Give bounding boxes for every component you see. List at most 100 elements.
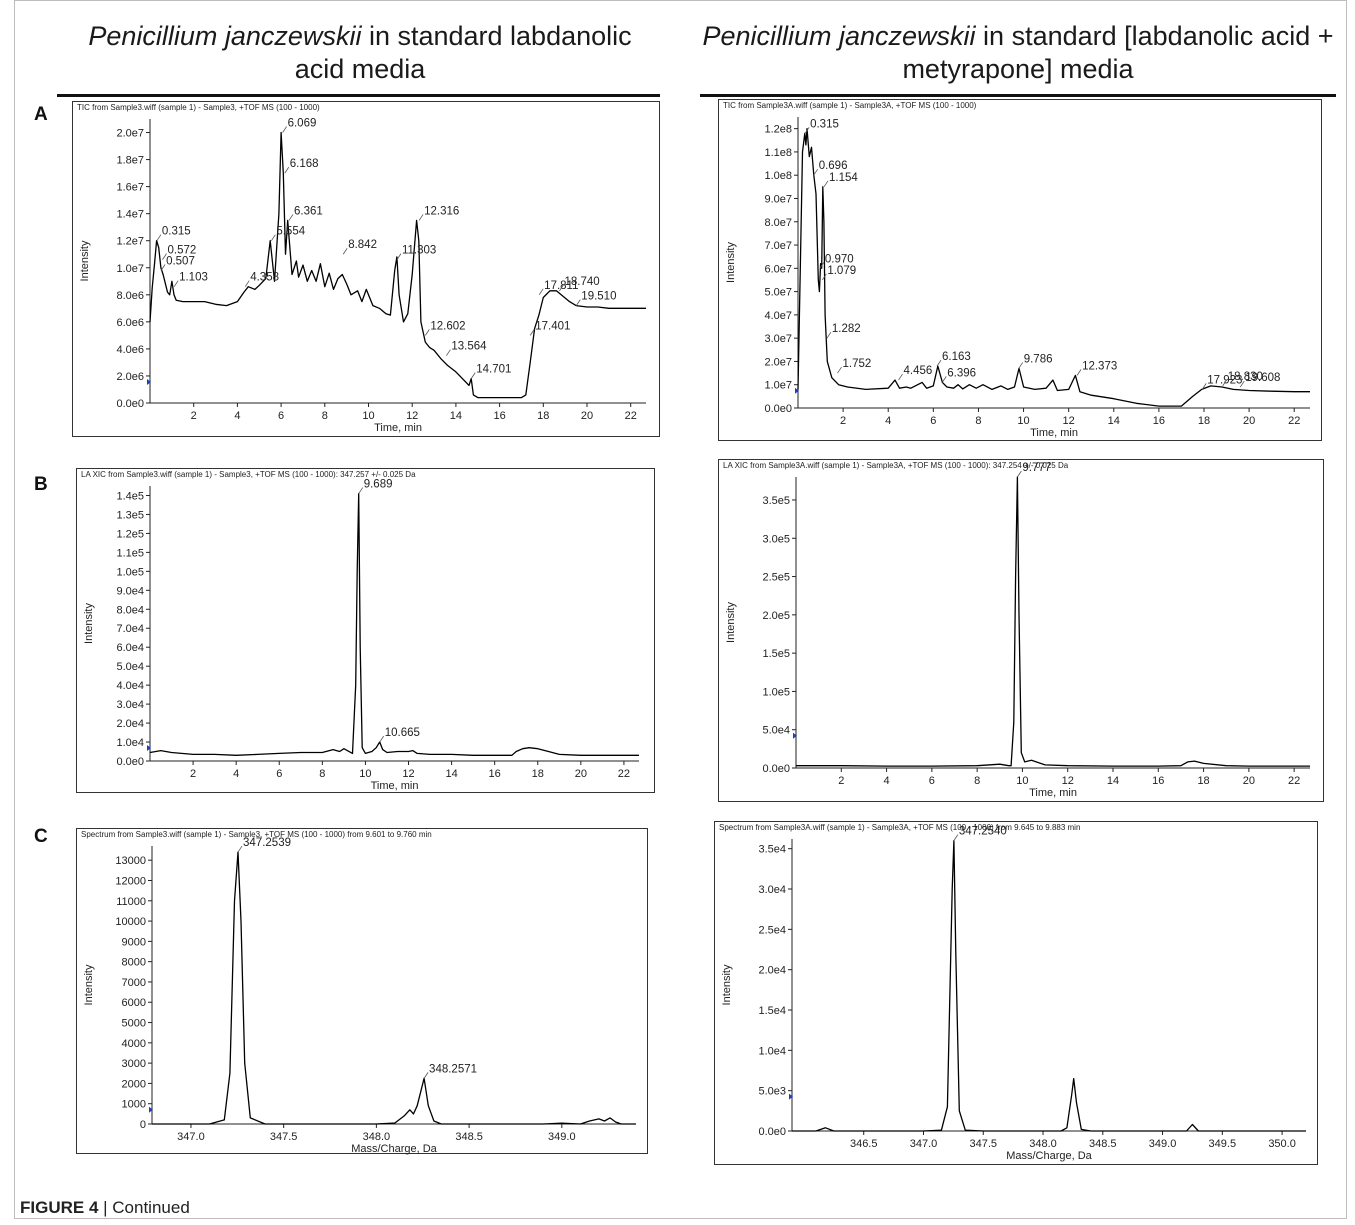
chart-b-left-xtick-label: 2 [190,768,196,780]
chart-a-right-peak-leader [837,366,842,374]
chart-c-right-xtick-label: 347.5 [969,1138,997,1150]
chart-a-right-peak-leader [826,331,832,339]
chart-b-left-ytick-label: 1.0e4 [116,737,144,749]
chart-b-left-xtick-label: 12 [402,768,414,780]
chart-a-left-ytick-label: 1.2e7 [116,236,144,248]
chart-a-left-peak-leader [162,253,167,260]
chart-c-right-trace [792,839,1306,1132]
chart-a-left-peak-leader [342,248,348,255]
chart-a-right-xtick-label: 22 [1288,415,1300,427]
chart-a-right-peak-label: 0.970 [825,253,854,265]
chart-b-right-xtick-label: 16 [1152,775,1164,787]
chart-b-left-y-label: Intensity [83,603,95,644]
chart-b-right-xtick-label: 20 [1243,775,1255,787]
chart-b-right-xtick-label: 18 [1197,775,1209,787]
figure-frame [14,0,1347,1219]
chart-a-left-peak-leader [271,234,276,241]
chart-a-left-peak-label: 17.401 [535,320,570,332]
chart-a-left-xtick-label: 12 [406,410,418,422]
chart-panel-c-left: Spectrum from Sample3.wiff (sample 1) - … [76,828,648,1155]
chart-a-right-xtick-label: 20 [1243,415,1255,427]
chart-b-left-border [76,468,655,793]
chart-c-right-ytick-label: 2.0e4 [758,965,786,977]
chart-a-left-peak-leader [282,126,287,133]
chart-a-left-ytick-label: 1.0e7 [116,263,144,275]
header-left: Penicillium janczewskii in standard labd… [60,20,660,86]
chart-a-right-peak-label: 1.079 [827,265,856,277]
chart-b-right-ytick-label: 3.5e5 [762,495,790,507]
chart-c-left-xtick-label: 349.0 [548,1131,576,1143]
chart-a-left-peak-label: 1.103 [179,272,208,284]
chart-c-left-ytick-label: 12000 [115,875,146,887]
chart-a-left-peak-leader [425,329,430,336]
chart-a-right-axis-marker-icon [795,387,799,394]
chart-c-left-x-label: Mass/Charge, Da [351,1143,437,1155]
chart-c-left-ytick-label: 1000 [122,1099,146,1111]
chart-panel-a-right: TIC from Sample3A.wiff (sample 1) - Samp… [718,99,1322,441]
chart-panel-c-right: Spectrum from Sample3A.wiff (sample 1) -… [714,821,1318,1165]
chart-a-right-peak-leader [1222,379,1228,387]
chart-c-left-ytick-label: 4000 [122,1038,146,1050]
chart-a-right-ytick-label: 0.0e0 [764,403,792,415]
chart-a-right-ytick-label: 5.0e7 [764,287,792,299]
chart-b-left-ytick-label: 1.4e5 [116,490,144,502]
chart-c-right-axis-marker-icon [789,1093,793,1100]
chart-panel-b-left: LA XIC from Sample3.wiff (sample 1) - Sa… [76,468,655,793]
chart-b-left-peak-leader [379,735,385,743]
chart-c-left-ytick-label: 5000 [122,1018,146,1030]
chart-c-left-peak-label: 348.2571 [429,1063,477,1075]
chart-c-right-ytick-label: 5.0e3 [758,1086,786,1098]
chart-b-left-ytick-label: 5.0e4 [116,661,144,673]
panel-letter-a: A [34,104,48,125]
chart-a-left-peak-label: 6.361 [294,205,323,217]
chart-b-right-peak-label: 9.777 [1022,462,1051,474]
chart-a-right-peak-label: 18.830 [1228,371,1263,383]
chart-a-right-xtick-label: 6 [930,415,936,427]
chart-a-left-y-label: Intensity [79,240,91,281]
chart-a-left-ytick-label: 2.0e7 [116,128,144,140]
chart-a-right-peak-label: 1.752 [843,358,872,370]
chart-b-left-xtick-label: 4 [233,768,239,780]
header-right: Penicillium janczewskii in standard [lab… [700,20,1336,86]
chart-a-right-ytick-label: 1.2e8 [764,124,792,136]
chart-a-right-ytick-label: 7.0e7 [764,240,792,252]
chart-b-right-ytick-label: 5.0e4 [762,725,790,737]
chart-c-left-peak-leader [423,1072,429,1079]
chart-c-left-border [76,828,648,1154]
chart-c-right-xtick-label: 348.0 [1029,1138,1057,1150]
chart-b-left-xtick-label: 22 [618,768,630,780]
header-left-rule [57,94,660,97]
chart-a-left-ytick-label: 4.0e6 [116,344,144,356]
chart-c-left-ytick-label: 11000 [116,896,146,908]
chart-c-right-border [714,821,1318,1165]
chart-b-left-ytick-label: 2.0e4 [116,718,144,730]
chart-a-left-ytick-label: 2.0e6 [116,371,144,383]
chart-c-left-ytick-label: 2000 [122,1078,146,1090]
chart-a-left-border [72,101,660,437]
chart-b-right-title: LA XIC from Sample3A.wiff (sample 1) - S… [723,461,1069,470]
chart-a-left-peak-label: 6.168 [290,158,319,170]
chart-a-left-xtick-label: 16 [493,410,505,422]
chart-b-left-xtick-label: 10 [359,768,371,780]
chart-b-right-xtick-label: 12 [1062,775,1074,787]
chart-b-right-xtick-label: 14 [1107,775,1119,787]
chart-a-right-xtick-label: 12 [1063,415,1075,427]
chart-a-left-peak-leader [559,284,564,291]
chart-a-left-peak-label: 11.303 [402,245,436,257]
chart-a-left-peak-leader [160,264,166,271]
chart-a-left-peak-leader [538,288,544,296]
chart-a-right-ytick-label: 3.0e7 [764,333,792,345]
chart-a-left-peak-label: 6.069 [288,118,317,130]
chart-b-right-ytick-label: 3.0e5 [762,533,790,545]
chart-a-right-xtick-label: 16 [1153,415,1165,427]
chart-b-left-axis-marker-icon [147,745,151,752]
chart-a-left-xtick-label: 20 [581,410,593,422]
chart-a-left-peak-leader [288,214,294,221]
chart-a-right-border [718,99,1322,441]
chart-a-left-peak-leader [173,280,179,287]
chart-a-left-peak-leader [284,166,290,174]
chart-c-left-ytick-label: 3000 [122,1058,146,1070]
chart-a-left-xtick-label: 6 [278,410,284,422]
chart-b-left-xtick-label: 20 [575,768,587,780]
chart-b-right-ytick-label: 0.0e0 [762,763,790,775]
